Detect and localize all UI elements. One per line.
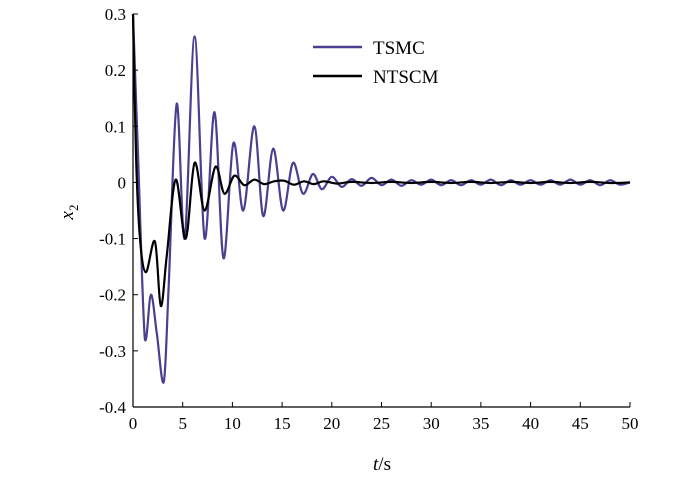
y-tick-label: 0.2 [105,61,126,80]
y-tick-label: -0.2 [99,286,126,305]
x-tick-label: 45 [572,414,589,433]
x-tick-label: 40 [522,414,539,433]
y-axis-label: x2 [57,205,81,221]
series-line-ntscm [131,13,631,308]
x-tick-label: 20 [323,414,340,433]
legend-label-tsmc: TSMC [373,38,425,59]
y-ticks: 0.3 0.2 0.1 0 -0.1 -0.2 -0.3 -0.4 [99,5,138,417]
x-tick-label: 15 [274,414,291,433]
y-tick-label: -0.1 [99,230,126,249]
y-tick-label: -0.3 [99,342,126,361]
y-tick-label: 0 [118,173,127,192]
y-tick-label: 0.1 [105,117,126,136]
x-tick-label: 50 [622,414,639,433]
y-tick-label: -0.4 [99,398,126,417]
y-tick-label: 0.3 [105,5,126,24]
x-tick-label: 35 [472,414,489,433]
x-tick-label: 0 [129,414,138,433]
legend: TSMC NTSCM [313,38,439,88]
legend-label-ntscm: NTSCM [373,67,439,88]
x-tick-label: 5 [178,414,187,433]
series-line-tsmc [131,13,631,384]
x-tick-label: 30 [423,414,440,433]
x-ticks: 0 5 10 15 20 25 30 35 40 45 50 [129,402,639,433]
series-layer [131,13,631,384]
x-tick-label: 10 [224,414,241,433]
x-axis-label: t/s [373,454,391,475]
x-tick-label: 25 [373,414,390,433]
